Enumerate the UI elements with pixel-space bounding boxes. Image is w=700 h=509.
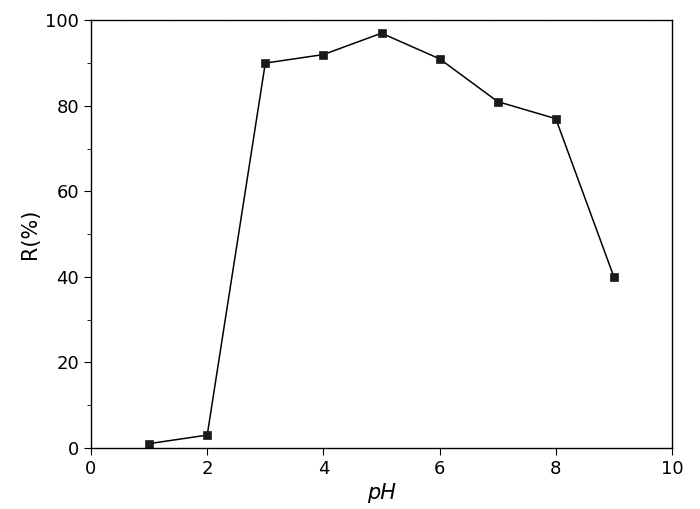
Y-axis label: R(%): R(%) [20,209,40,259]
X-axis label: pH: pH [367,483,396,503]
